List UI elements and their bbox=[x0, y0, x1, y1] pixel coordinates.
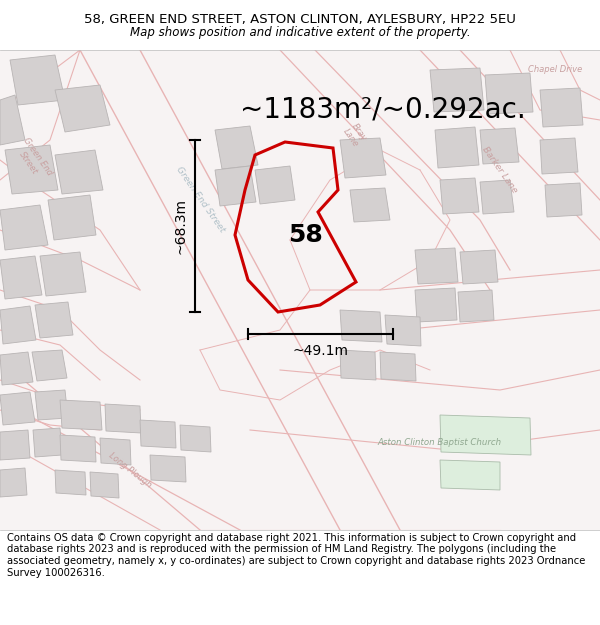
Text: Map shows position and indicative extent of the property.: Map shows position and indicative extent… bbox=[130, 26, 470, 39]
Text: 58: 58 bbox=[287, 223, 322, 247]
Text: 58, GREEN END STREET, ASTON CLINTON, AYLESBURY, HP22 5EU: 58, GREEN END STREET, ASTON CLINTON, AYL… bbox=[84, 12, 516, 26]
Polygon shape bbox=[40, 252, 86, 296]
Polygon shape bbox=[340, 310, 382, 342]
Polygon shape bbox=[0, 50, 600, 530]
Text: Long Plough: Long Plough bbox=[107, 451, 153, 489]
Polygon shape bbox=[0, 95, 25, 145]
Text: Aston Clinton Baptist Church: Aston Clinton Baptist Church bbox=[378, 438, 502, 447]
Polygon shape bbox=[55, 470, 86, 495]
Polygon shape bbox=[340, 138, 386, 178]
Polygon shape bbox=[55, 150, 103, 194]
Polygon shape bbox=[215, 126, 258, 169]
Polygon shape bbox=[105, 404, 141, 433]
Polygon shape bbox=[35, 390, 68, 420]
Polygon shape bbox=[100, 438, 131, 465]
Polygon shape bbox=[48, 195, 96, 240]
Polygon shape bbox=[5, 145, 58, 194]
Text: Barker Lane: Barker Lane bbox=[481, 145, 520, 195]
Text: Bray
Lane: Bray Lane bbox=[341, 121, 369, 149]
Polygon shape bbox=[35, 302, 73, 338]
Polygon shape bbox=[0, 392, 35, 425]
Text: Green End Street: Green End Street bbox=[174, 166, 226, 234]
Polygon shape bbox=[55, 85, 110, 132]
Text: ~68.3m: ~68.3m bbox=[173, 198, 187, 254]
Polygon shape bbox=[430, 68, 484, 112]
Polygon shape bbox=[545, 183, 582, 217]
Polygon shape bbox=[10, 55, 65, 105]
Text: ~1183m²/~0.292ac.: ~1183m²/~0.292ac. bbox=[240, 95, 526, 123]
Polygon shape bbox=[33, 428, 62, 457]
Polygon shape bbox=[60, 435, 96, 462]
Polygon shape bbox=[415, 248, 458, 284]
Polygon shape bbox=[440, 178, 479, 214]
Polygon shape bbox=[60, 400, 102, 430]
Polygon shape bbox=[485, 73, 533, 114]
Polygon shape bbox=[0, 468, 27, 497]
Polygon shape bbox=[32, 350, 67, 381]
Polygon shape bbox=[150, 455, 186, 482]
Polygon shape bbox=[140, 420, 176, 448]
Polygon shape bbox=[340, 350, 376, 380]
Polygon shape bbox=[350, 188, 390, 222]
Polygon shape bbox=[435, 127, 479, 168]
Polygon shape bbox=[255, 166, 295, 204]
Text: ~49.1m: ~49.1m bbox=[293, 344, 349, 358]
Polygon shape bbox=[440, 415, 531, 455]
Polygon shape bbox=[480, 128, 519, 164]
Polygon shape bbox=[215, 166, 256, 206]
Polygon shape bbox=[440, 460, 500, 490]
Text: Chapel Drive: Chapel Drive bbox=[528, 66, 582, 74]
Polygon shape bbox=[0, 430, 30, 460]
Polygon shape bbox=[540, 88, 583, 127]
Polygon shape bbox=[458, 290, 494, 322]
Text: Green End
Street: Green End Street bbox=[13, 136, 53, 184]
Polygon shape bbox=[460, 250, 498, 284]
Polygon shape bbox=[415, 288, 457, 322]
Polygon shape bbox=[0, 205, 48, 250]
Polygon shape bbox=[0, 256, 42, 299]
Polygon shape bbox=[380, 352, 416, 381]
Text: Contains OS data © Crown copyright and database right 2021. This information is : Contains OS data © Crown copyright and d… bbox=[7, 533, 586, 578]
Polygon shape bbox=[180, 425, 211, 452]
Polygon shape bbox=[90, 472, 119, 498]
Polygon shape bbox=[0, 352, 33, 385]
Polygon shape bbox=[540, 138, 578, 174]
Polygon shape bbox=[0, 306, 36, 344]
Polygon shape bbox=[480, 180, 514, 214]
Polygon shape bbox=[385, 315, 421, 346]
